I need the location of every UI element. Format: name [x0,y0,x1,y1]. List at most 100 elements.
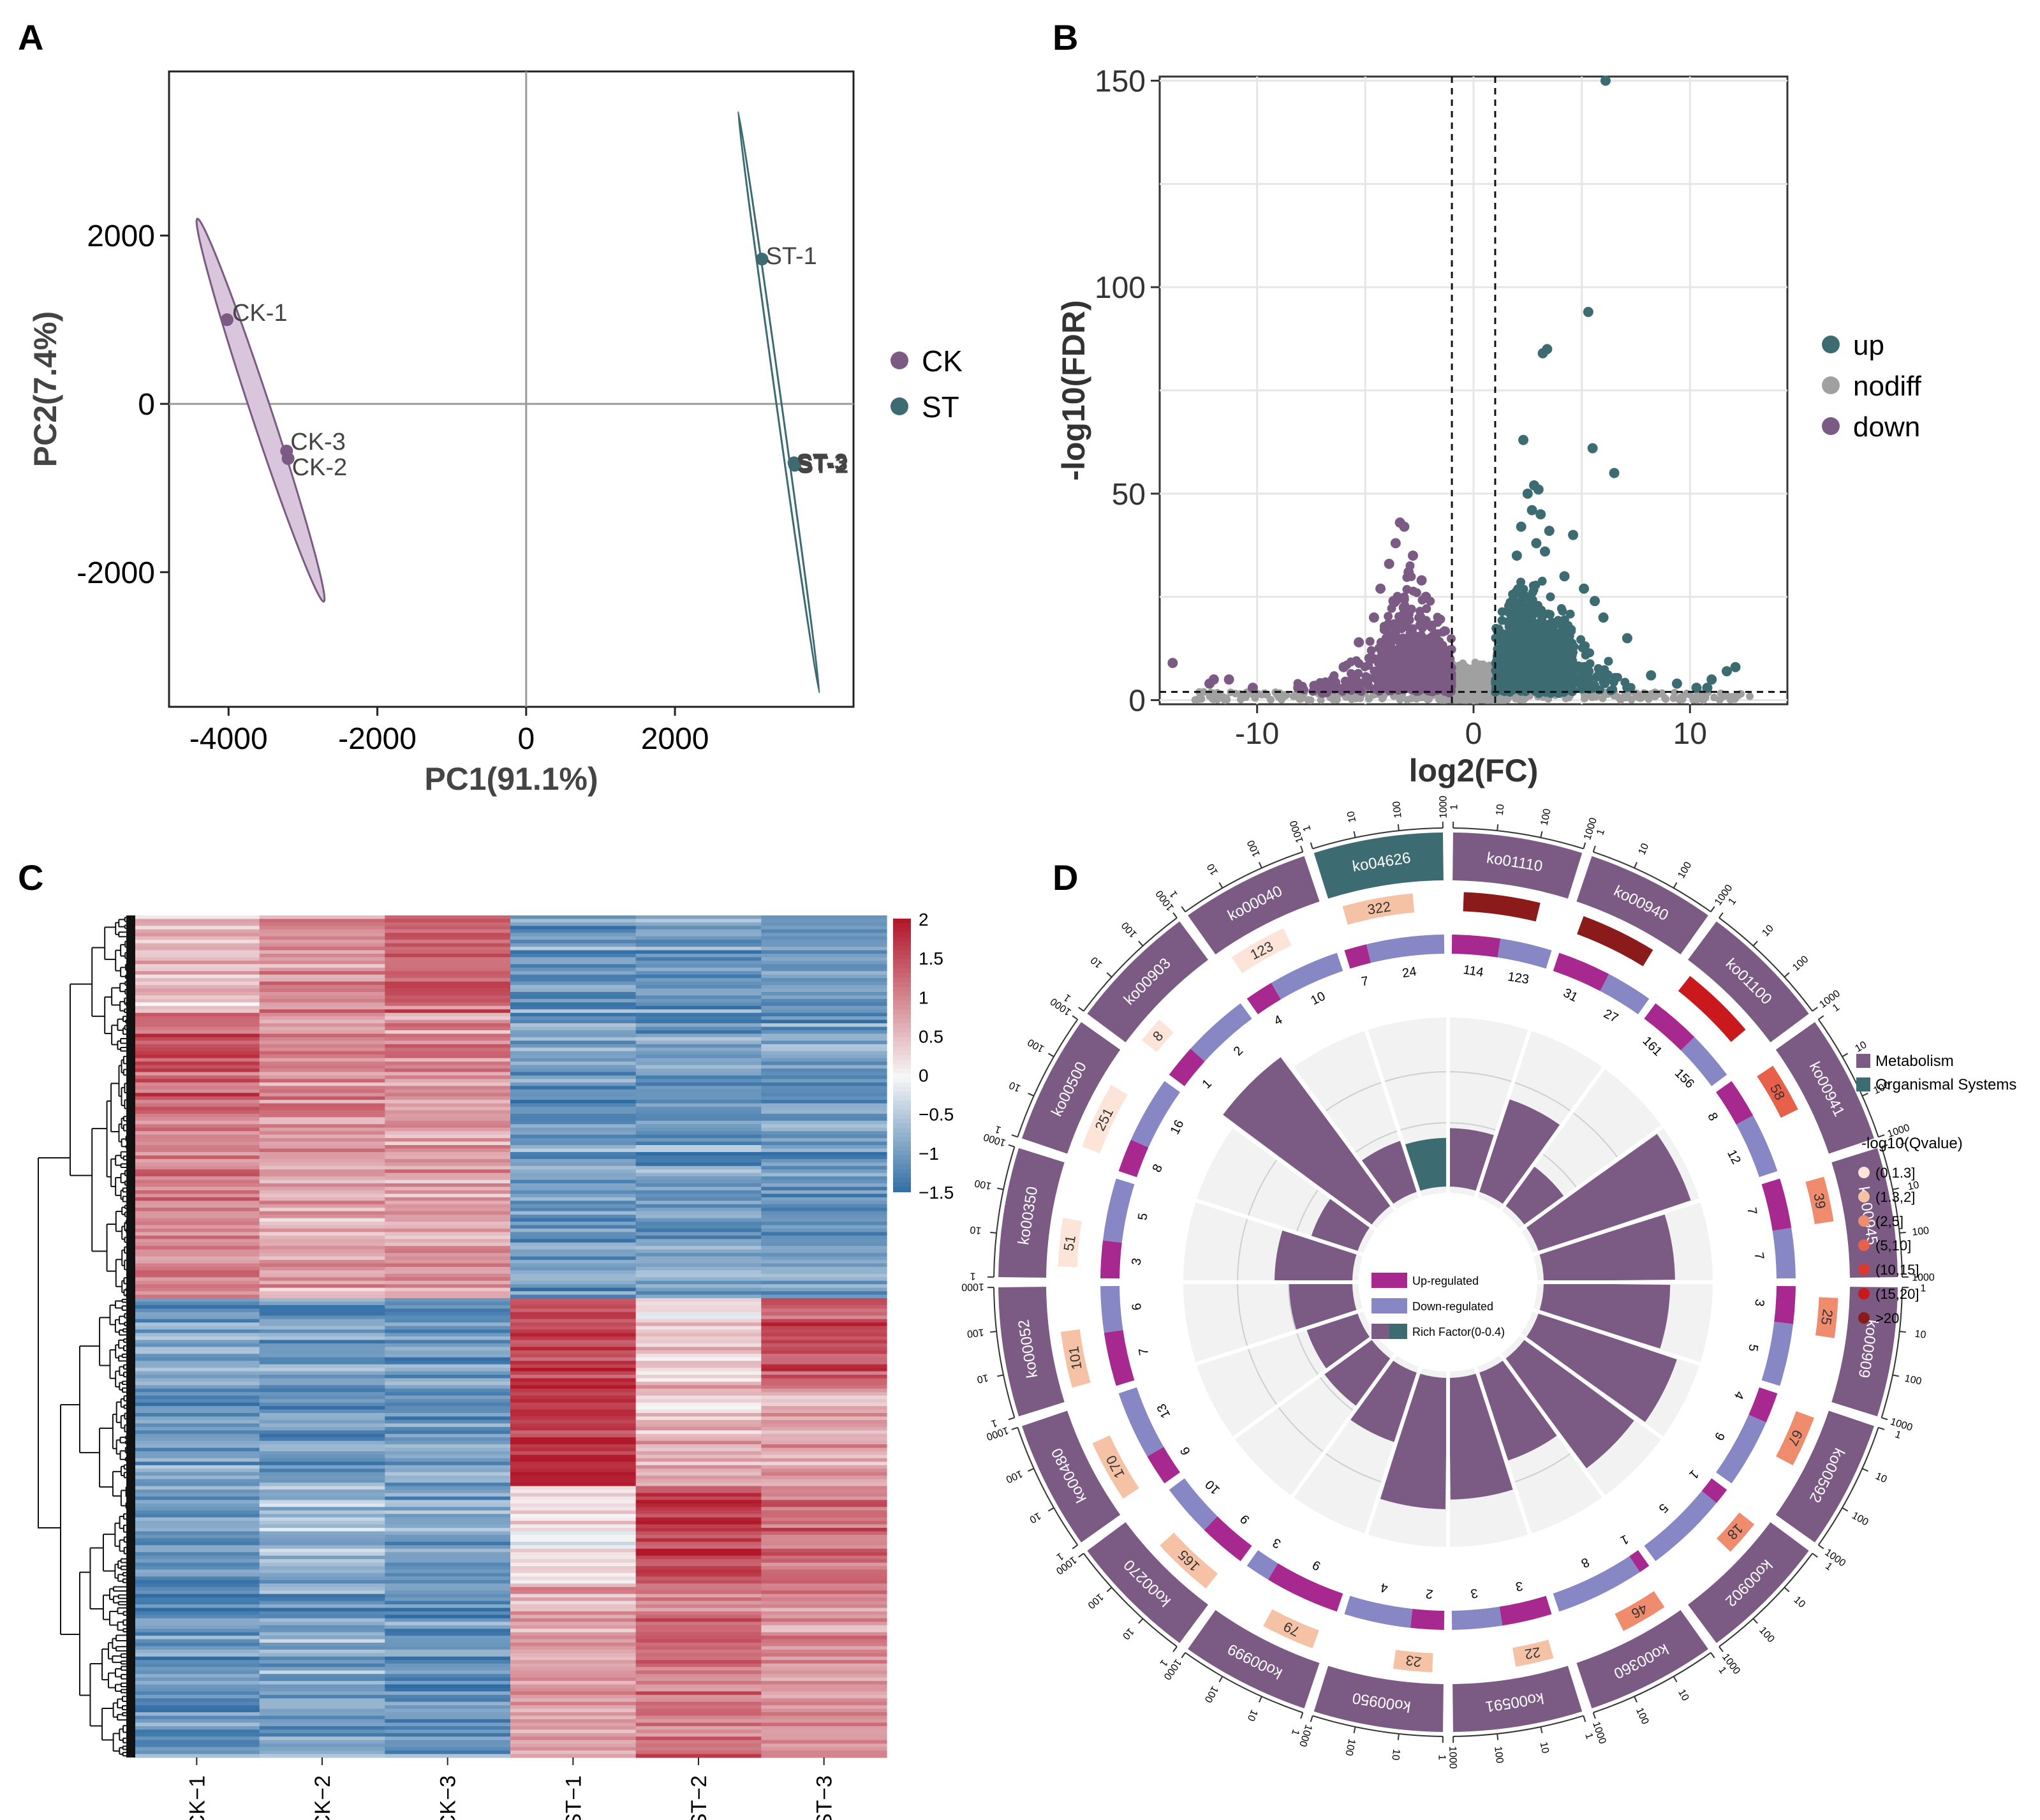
heatmap-cell [259,1301,385,1306]
circos-term-band [1775,1022,1874,1154]
heatmap-cell [510,1507,637,1511]
heatmap-cell [510,960,637,965]
heatmap-cell [510,1322,637,1327]
heatmap-cell [635,1601,762,1605]
heatmap-cell [510,1594,637,1598]
heatmap-cell [635,1409,762,1414]
heatmap-cell [510,1632,637,1636]
pca-x-tick-label: -4000 [189,722,268,756]
heatmap-cell [259,1037,385,1041]
volcano-point-up [1567,626,1576,636]
heatmap-cell [134,1350,260,1354]
heatmap-cell [635,1507,762,1511]
volcano-point-down [1402,647,1412,656]
heatmap-cell [259,1190,385,1194]
heatmap-cell [259,1632,385,1636]
heatmap-cell [134,1069,260,1073]
heatmap-cell [635,1580,762,1584]
volcano-point-down [1354,637,1364,647]
heatmap-cell [259,1708,385,1713]
heatmap-cell [510,1280,637,1285]
heatmap-cell [385,1218,511,1222]
volcano-point-nodiff [1470,663,1478,671]
heatmap-cell [259,1552,385,1557]
heatmap-cell [134,1075,260,1079]
heatmap-cell [635,971,762,975]
heatmap-cell [761,1187,887,1191]
heatmap-cell [134,1107,260,1111]
heatmap-cell [134,1653,260,1657]
volcano-point-up [1522,628,1532,637]
heatmap-cell [259,915,385,920]
heatmap-cell [259,1158,385,1163]
heatmap-cell [761,926,887,930]
volcano-point-up [1522,656,1532,665]
heatmap-cell [259,1604,385,1609]
heatmap-cell [259,978,385,982]
heatmap-cell [259,1089,385,1093]
heatmap-cell [134,1120,260,1125]
heatmap-cell [385,1273,511,1278]
heatmap-cell [385,1538,511,1543]
heatmap-cell [635,1047,762,1052]
colorbar-segment [893,977,911,983]
heatmap-cell [510,1663,637,1668]
heatmap-cell [134,1072,260,1076]
heatmap-cell [385,1246,511,1250]
heatmap-cell [259,1378,385,1382]
heatmap-cell [761,1225,887,1229]
heatmap-cell [385,1280,511,1285]
heatmap-cell [510,1615,637,1619]
heatmap-cell [385,1486,511,1490]
volcano-point-down [1433,618,1442,627]
heatmap-cell [761,1715,887,1720]
heatmap-cell [761,1065,887,1069]
heatmap-cell [385,1395,511,1400]
heatmap-cell [259,971,385,975]
heatmap-cell [385,1019,511,1024]
heatmap-cell [134,1510,260,1514]
heatmap-cell [134,1235,260,1239]
heatmap-cell [510,1054,637,1059]
heatmap-cell [134,1197,260,1201]
heatmap-cell [510,1315,637,1320]
volcano-point-nodiff [1482,667,1490,675]
heatmap-cell [635,1618,762,1622]
heatmap-cell [635,1643,762,1647]
heatmap-cell [134,1086,260,1090]
volcano-point-down [1363,674,1373,683]
volcano-point-up [1498,672,1508,681]
heatmap-cell [761,981,887,986]
heatmap-cell [385,936,511,940]
heatmap-cell [259,1273,385,1278]
heatmap-cell [761,1148,887,1153]
volcano-point-down [1424,651,1433,661]
heatmap-cell [761,1033,887,1038]
heatmap-cell [134,1009,260,1014]
heatmap-cell [134,1239,260,1243]
heatmap-cell [635,1611,762,1615]
heatmap-cell [635,1531,762,1535]
volcano-point-down [1394,637,1403,646]
heatmap-cell [259,933,385,937]
heatmap-cell [134,1681,260,1685]
heatmap-cell [259,1155,385,1160]
heatmap-cell [259,1524,385,1528]
heatmap-cell [259,1733,385,1737]
heatmap-cell [761,1009,887,1014]
heatmap-cell [761,1169,887,1174]
heatmap-cell [385,1402,511,1407]
heatmap-cell [635,1548,762,1553]
heatmap-cell [259,1691,385,1696]
heatmap-cell [259,974,385,979]
heatmap-cell [635,1715,762,1720]
volcano-point-nodiff [1726,695,1734,704]
heatmap-cell [259,1232,385,1236]
colorbar-segment [893,955,911,961]
heatmap-cell [385,1601,511,1605]
heatmap-cell [761,1270,887,1275]
pca-x-tick-label: 2000 [641,722,709,756]
volcano-point-down [1357,686,1366,696]
heatmap-cell [134,1430,260,1435]
heatmap-cell [635,1458,762,1462]
